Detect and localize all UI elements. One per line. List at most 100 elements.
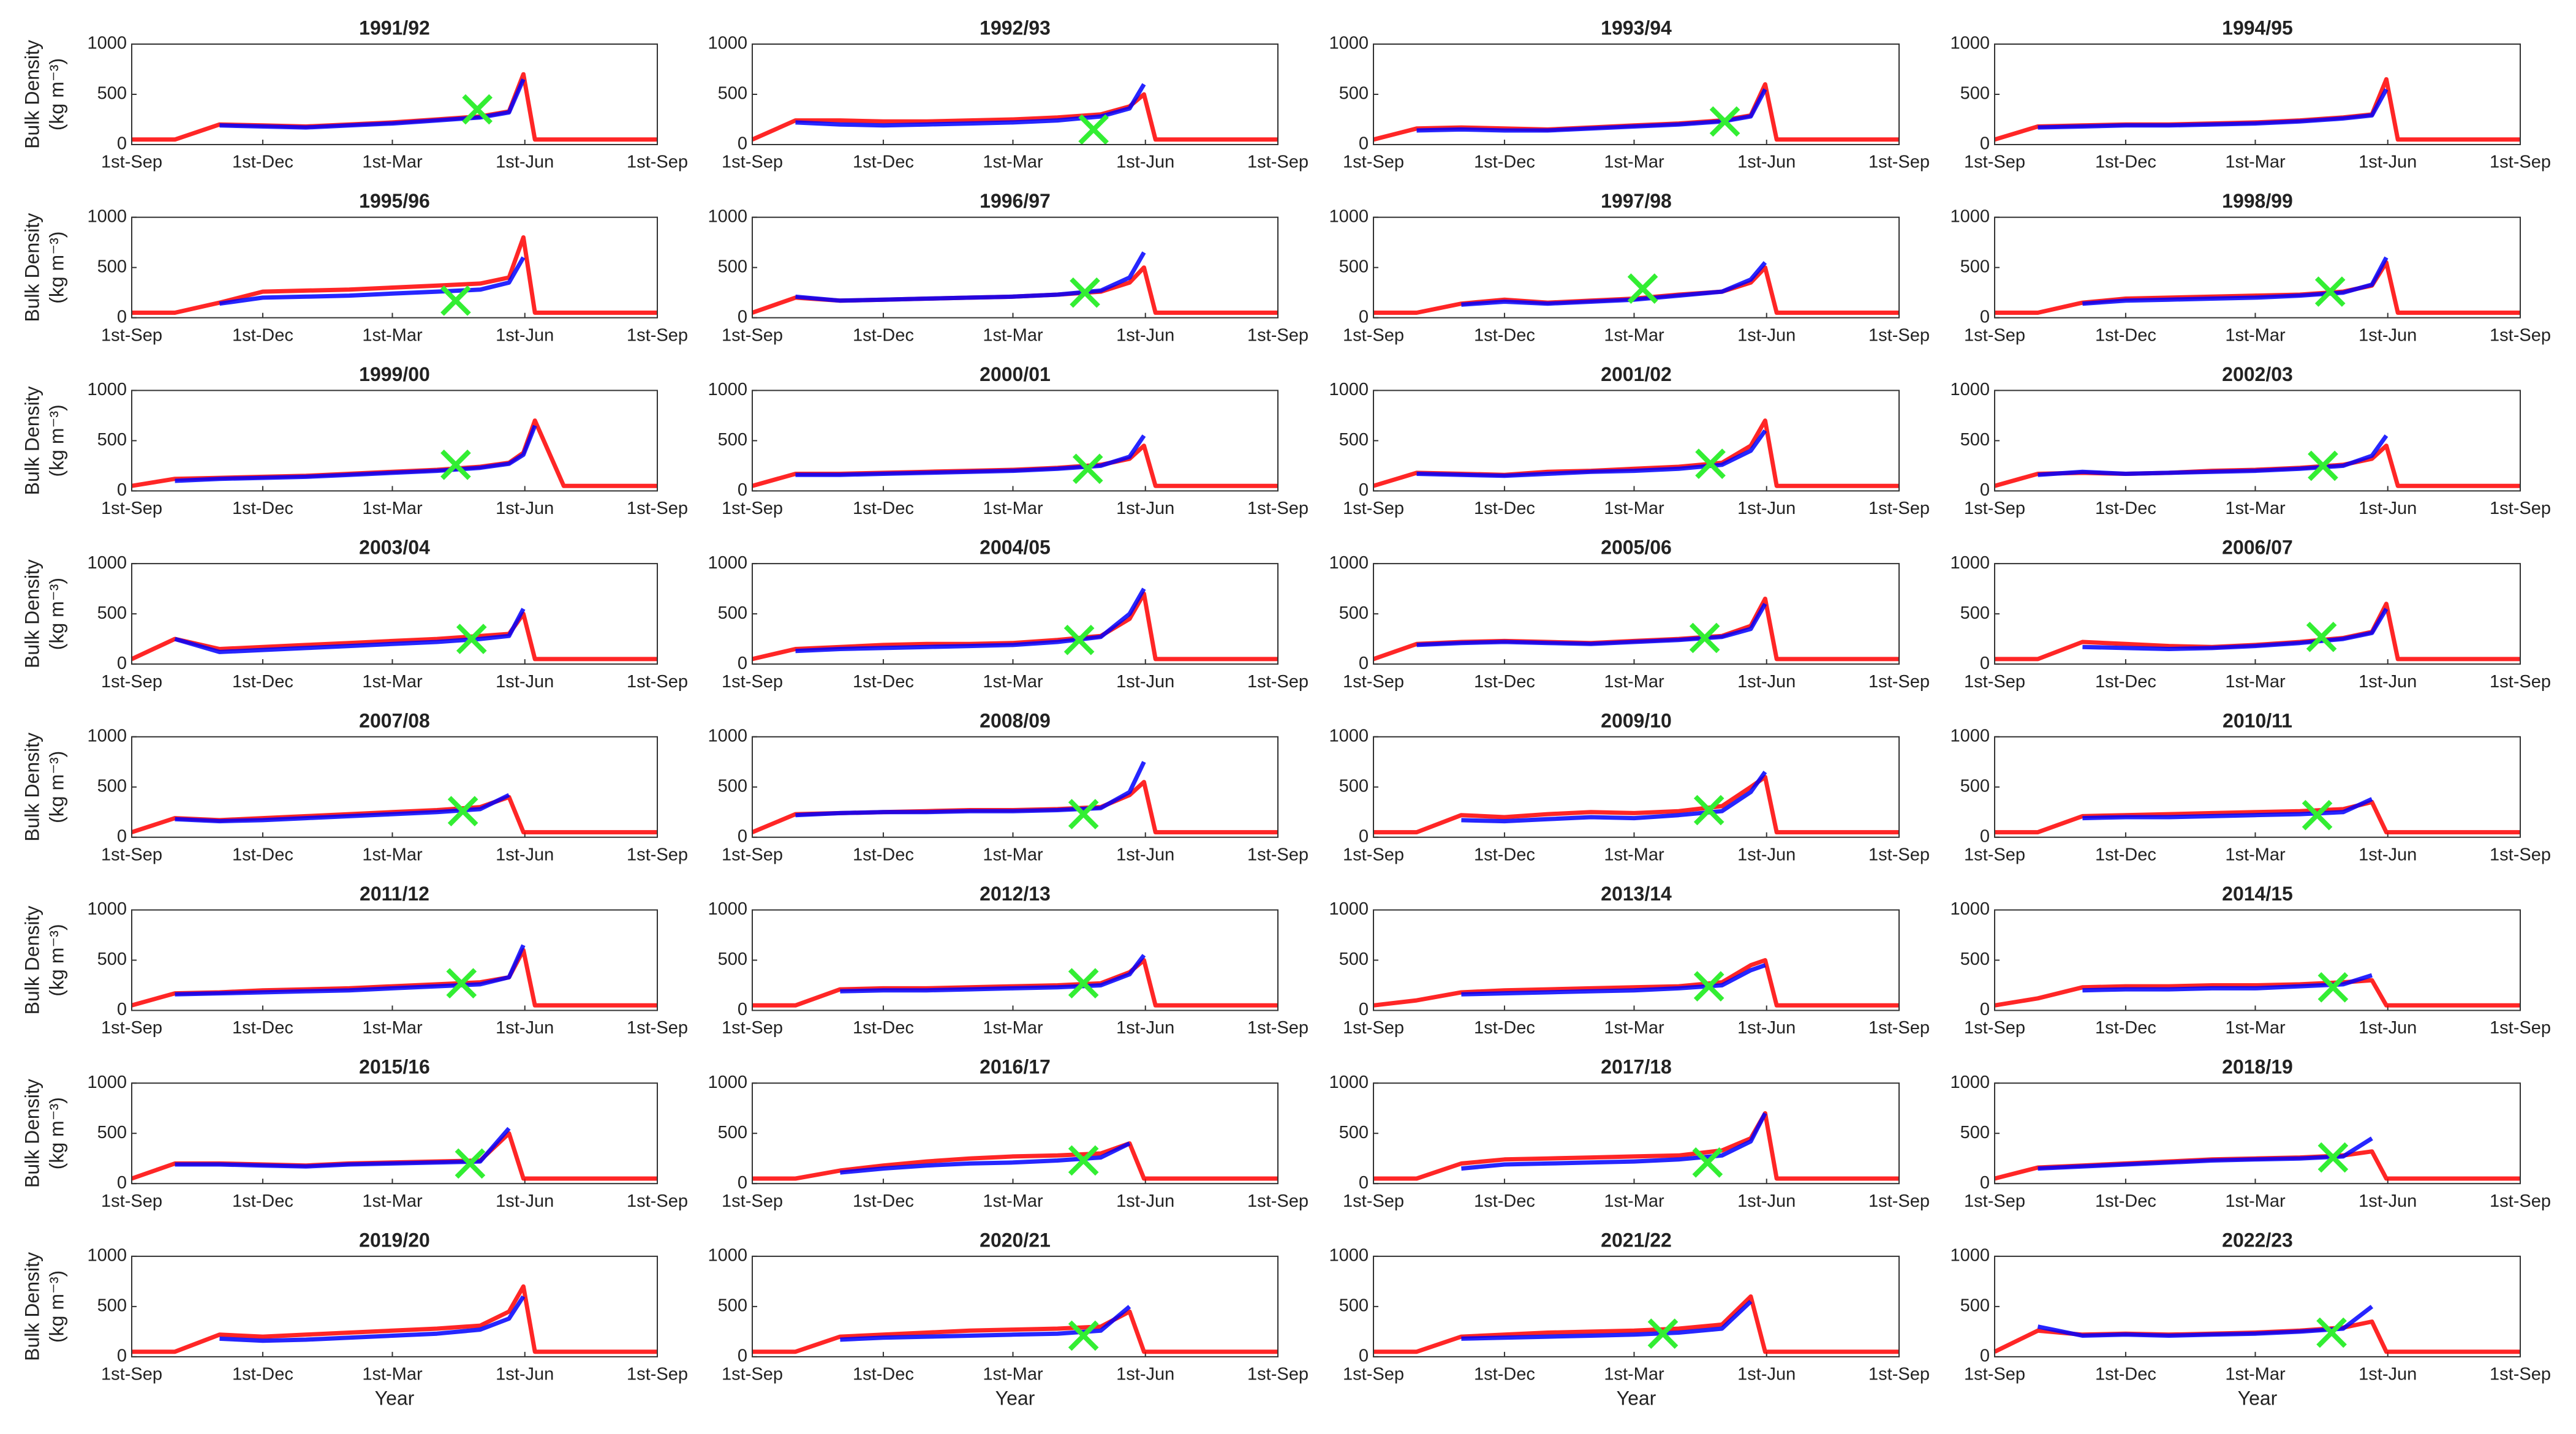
x-tick-label: 1st-Sep [2490,672,2551,692]
x-tick-label: 1st-Sep [1247,153,1309,172]
plot-frame [131,1082,658,1185]
x-tick-label: 1st-Jun [1737,499,1796,518]
plot-frame [752,563,1279,665]
plot-frame [752,390,1279,492]
panel-title: 2009/10 [1601,709,1672,731]
y-axis-label: (kg m⁻³) [45,924,67,996]
y-tick-label: 0 [1980,826,1990,846]
plot-frame [752,909,1279,1011]
x-tick-label: 1st-Sep [1343,153,1404,172]
x-tick-label: 1st-Mar [983,1365,1043,1384]
x-tick-label: 1st-Dec [853,499,914,518]
y-tick-label: 0 [738,480,747,500]
observation-marker [1068,968,1099,999]
y-tick-label: 1000 [1329,34,1369,53]
x-tick-label: 1st-Sep [2490,499,2551,518]
panel-title: 2022/23 [2222,1229,2293,1251]
x-tick-label: 1st-Dec [1474,845,1535,864]
series-line [840,954,1146,994]
x-tick-label: 1st-Sep [1247,672,1309,692]
x-tick-label: 1st-Jun [2359,1365,2417,1384]
y-tick-label: 0 [1980,1000,1990,1019]
observation-marker [462,94,493,125]
panel-title: 2006/07 [2222,537,2293,559]
x-tick-label: 1st-Sep [1964,845,2025,864]
x-tick-label: 1st-Mar [1604,672,1664,692]
x-tick-label: 1st-Jun [1116,672,1174,692]
x-tick-label: 1st-Jun [1737,672,1796,692]
y-tick-label: 0 [1980,480,1990,500]
x-tick-label: 1st-Sep [722,672,783,692]
y-tick-label: 1000 [1950,899,1990,919]
x-tick-label: 1st-Sep [627,1018,688,1038]
y-tick-label: 0 [1359,1346,1369,1366]
y-axis-label: (kg m⁻³) [45,58,67,130]
x-tick-label: 1st-Dec [1474,153,1535,172]
y-tick-label: 500 [97,776,127,796]
series-line [1994,978,2520,1008]
plot-frame [131,390,658,492]
observation-marker [2306,621,2337,652]
panel-title: 2017/18 [1601,1056,1672,1078]
observation-marker [2316,1317,2347,1348]
y-tick-label: 1000 [87,206,127,226]
x-tick-label: 1st-Mar [1604,1365,1664,1384]
series-line [795,83,1146,128]
plot-frame [131,736,658,838]
y-tick-label: 0 [1980,1346,1990,1366]
series-line [1373,1111,1899,1181]
y-axis-label: (kg m⁻³) [45,1097,67,1169]
plot-frame [131,1255,658,1357]
x-tick-label: 1st-Dec [2095,325,2156,345]
observation-marker [1627,273,1658,304]
y-tick-label: 1000 [1329,553,1369,573]
plot-frame [752,736,1279,838]
x-tick-label: 1st-Sep [101,845,162,864]
series-line [130,1131,657,1181]
x-tick-label: 1st-Sep [101,153,162,172]
panel-title: 2000/01 [980,363,1051,385]
observation-marker [1068,799,1099,829]
plot-frame [1994,216,2521,319]
y-axis-label: (kg m⁻³) [45,232,67,304]
series-line [131,418,657,488]
x-tick-label: 1st-Mar [983,499,1043,518]
panel-title: 2003/04 [359,537,430,559]
y-tick-label: 0 [1359,1000,1369,1019]
y-tick-label: 1000 [1950,34,1990,53]
x-tick-label: 1st-Jun [1116,1191,1174,1211]
series-line [175,944,526,997]
y-axis-label: Bulk Density [21,213,43,322]
observation-marker [2308,450,2338,481]
x-tick-label: 1st-Mar [1604,499,1664,518]
y-tick-label: 1000 [708,1246,747,1266]
x-tick-label: 1st-Dec [232,1191,293,1211]
x-tick-label: 1st-Mar [1604,153,1664,172]
y-tick-label: 1000 [87,34,127,53]
x-tick-label: 1st-Sep [1964,672,2025,692]
y-tick-label: 500 [97,84,127,104]
x-tick-label: 1st-Dec [1474,499,1535,518]
y-tick-label: 0 [1980,654,1990,673]
observation-marker [1692,1147,1723,1178]
x-tick-label: 1st-Mar [2225,1365,2286,1384]
y-tick-label: 500 [97,949,127,969]
x-tick-label: 1st-Dec [1474,1365,1535,1384]
panel-title: 2001/02 [1601,363,1672,385]
panel-title: 2012/13 [980,883,1051,905]
x-tick-label: 1st-Dec [2095,672,2156,692]
series-line [174,608,526,654]
y-axis-label: (kg m⁻³) [45,404,67,477]
x-tick-label: 1st-Sep [2490,153,2551,172]
series-line [752,1309,1278,1354]
y-tick-label: 500 [97,1123,127,1142]
y-tick-label: 1000 [708,899,747,919]
panel-title: 1994/95 [2222,17,2293,39]
series-line [219,78,526,130]
x-tick-label: 1st-Jun [2359,1191,2417,1211]
y-axis-label: Bulk Density [21,386,43,495]
y-tick-label: 0 [117,654,127,673]
x-tick-label: 1st-Sep [627,672,688,692]
y-tick-label: 500 [1339,430,1369,450]
